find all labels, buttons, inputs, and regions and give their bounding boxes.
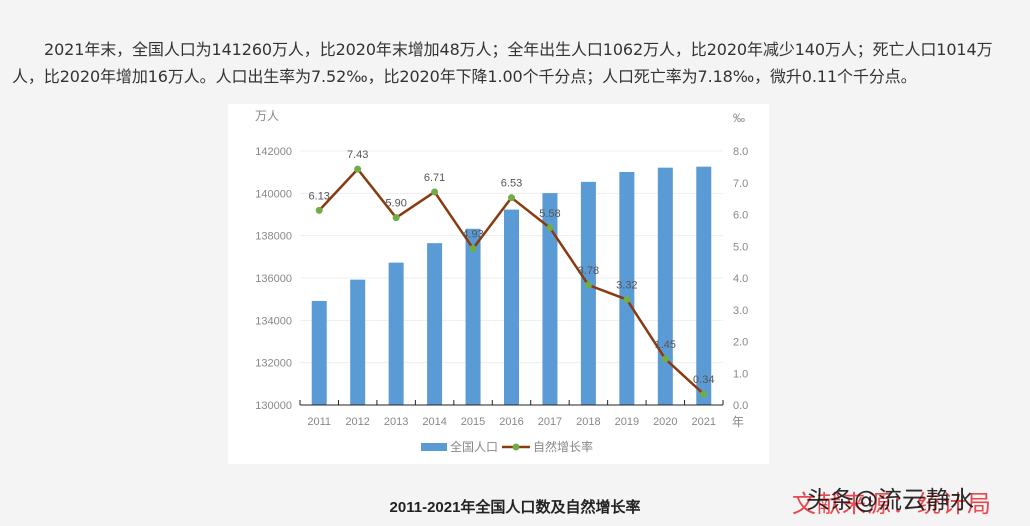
line-marker bbox=[508, 194, 515, 202]
line-marker bbox=[661, 355, 669, 363]
data-label: 3.78 bbox=[578, 265, 599, 277]
bar-population bbox=[696, 166, 712, 405]
x-axis-label: 2016 bbox=[499, 416, 523, 428]
legend-label-population: 全国人口 bbox=[450, 439, 498, 454]
bar-population bbox=[465, 228, 481, 405]
left-axis-tick: 134000 bbox=[255, 315, 292, 327]
bar-population bbox=[388, 262, 404, 405]
right-axis-tick: 1.0 bbox=[733, 368, 748, 380]
line-marker bbox=[469, 244, 477, 252]
bar-population bbox=[350, 279, 366, 405]
x-axis-label: 2019 bbox=[615, 416, 639, 428]
line-marker bbox=[392, 214, 400, 222]
line-marker bbox=[584, 281, 592, 289]
line-marker bbox=[623, 296, 631, 304]
x-axis-label: 2021 bbox=[692, 416, 716, 428]
watermark: 文献来源：统计局 头条@流云静水 bbox=[792, 482, 1022, 522]
bar-population bbox=[311, 300, 327, 405]
data-label: 7.43 bbox=[347, 149, 368, 161]
legend-label-growth-rate: 自然增长率 bbox=[533, 439, 593, 454]
line-marker bbox=[546, 224, 554, 232]
right-axis-tick: 8.0 bbox=[733, 146, 748, 158]
line-marker bbox=[431, 188, 439, 196]
x-axis-label: 2011 bbox=[307, 416, 331, 428]
left-axis-unit: 万人 bbox=[255, 109, 279, 123]
x-axis-label: 2015 bbox=[461, 416, 485, 428]
bar-population bbox=[580, 181, 596, 405]
bar-population bbox=[427, 243, 443, 405]
right-axis-tick: 0.0 bbox=[733, 400, 748, 412]
bar-population bbox=[542, 193, 558, 405]
data-label: 5.58 bbox=[539, 208, 560, 220]
left-axis-tick: 132000 bbox=[255, 358, 292, 370]
bar-population bbox=[657, 167, 673, 405]
right-axis-tick: 3.0 bbox=[733, 305, 748, 317]
data-label: 3.32 bbox=[616, 280, 637, 292]
data-label: 4.93 bbox=[462, 228, 483, 240]
x-axis-label: 2014 bbox=[422, 416, 446, 428]
line-marker bbox=[315, 206, 323, 214]
right-axis-tick: 2.0 bbox=[733, 337, 748, 349]
bar-population bbox=[504, 209, 519, 405]
right-axis-tick: 4.0 bbox=[733, 273, 748, 285]
line-marker bbox=[700, 390, 708, 398]
left-axis-tick: 140000 bbox=[255, 188, 292, 200]
data-label: 1.45 bbox=[655, 339, 676, 351]
x-axis-unit: 年 bbox=[732, 415, 744, 429]
data-label: 6.13 bbox=[309, 190, 330, 202]
x-axis-label: 2018 bbox=[576, 416, 600, 428]
population-chart: 130000 132000 134000 136000 138000 140000 1420… bbox=[228, 104, 769, 464]
x-axis-label: 2013 bbox=[384, 416, 408, 428]
right-axis-tick: 7.0 bbox=[733, 178, 748, 190]
data-label: 6.53 bbox=[501, 178, 522, 190]
article-paragraph: 2021年末，全国人口为141260万人，比2020年末增加48万人；全年出生人… bbox=[12, 40, 993, 86]
x-axis-label: 2020 bbox=[653, 416, 677, 428]
watermark-author: 头条@流云静水 bbox=[806, 486, 974, 514]
right-axis-tick: 5.0 bbox=[733, 241, 748, 253]
legend-swatch-bar bbox=[421, 443, 447, 451]
legend-marker bbox=[512, 443, 520, 451]
right-axis-unit: ‰ bbox=[733, 111, 745, 125]
left-axis-tick: 142000 bbox=[255, 146, 292, 158]
data-label: 0.34 bbox=[693, 374, 714, 386]
x-axis-label: 2012 bbox=[345, 416, 369, 428]
bar-population bbox=[619, 171, 635, 405]
chart-canvas: 130000 132000 134000 136000 138000 140000 1420… bbox=[255, 109, 748, 454]
line-marker bbox=[354, 165, 362, 173]
right-axis-tick: 6.0 bbox=[733, 210, 748, 222]
left-axis-tick: 130000 bbox=[255, 400, 292, 412]
left-axis-tick: 136000 bbox=[255, 273, 292, 285]
watermark-source: 文献来源：统计局 bbox=[792, 490, 992, 518]
data-label: 6.71 bbox=[424, 172, 445, 184]
x-axis-label: 2017 bbox=[538, 416, 562, 428]
left-axis-tick: 138000 bbox=[255, 231, 292, 243]
chart-caption: 2011-2021年全国人口数及自然增长率 bbox=[389, 499, 641, 516]
data-label: 5.90 bbox=[385, 198, 406, 210]
